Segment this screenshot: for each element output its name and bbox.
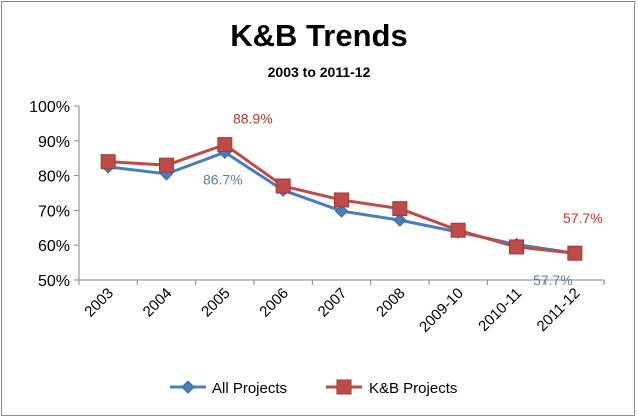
data-point-kb-projects [450, 222, 466, 238]
data-point-kb-projects [100, 154, 116, 170]
data-point-kb-projects [334, 192, 349, 208]
y-tick-label: 50% [38, 273, 70, 290]
x-tick-label: 2003 [81, 285, 117, 321]
data-point-kb-projects [509, 239, 524, 255]
y-tick-label: 100% [29, 99, 70, 116]
data-point-all-projects [334, 204, 349, 218]
data-label: 88.9% [233, 111, 273, 127]
data-label: 57.7% [563, 210, 603, 226]
legend-marker-all-projects [181, 380, 195, 394]
x-tick-label: 2011-12 [534, 285, 584, 335]
y-tick-label: 70% [38, 203, 70, 220]
chart-subtitle: 2003 to 2011-12 [267, 64, 371, 80]
y-tick-label: 60% [38, 238, 70, 255]
data-label: 57.7% [533, 272, 573, 288]
data-point-kb-projects [159, 157, 174, 173]
legend-label-kb-projects: K&B Projects [369, 380, 457, 397]
data-point-kb-projects [392, 201, 408, 217]
x-tick-label: 2005 [198, 285, 234, 321]
y-tick-label: 90% [38, 134, 70, 151]
x-tick-label: 2008 [373, 285, 409, 321]
chart-title: K&B Trends [230, 18, 408, 53]
x-tick-label: 2006 [256, 285, 292, 321]
x-tick-label: 2009-10 [416, 285, 467, 336]
x-tick-label: 2004 [140, 285, 176, 321]
data-point-kb-projects [275, 178, 291, 194]
data-point-kb-projects [217, 137, 233, 153]
data-point-kb-projects [567, 245, 583, 261]
legend-label-all-projects: All Projects [212, 380, 287, 397]
x-tick-label: 2007 [315, 285, 351, 321]
legend-marker-kb-projects [336, 379, 352, 395]
x-tick-label: 2010-11 [475, 285, 525, 335]
y-tick-label: 80% [38, 169, 70, 186]
data-label: 86.7% [203, 171, 243, 187]
data-point-all-projects [393, 213, 407, 227]
